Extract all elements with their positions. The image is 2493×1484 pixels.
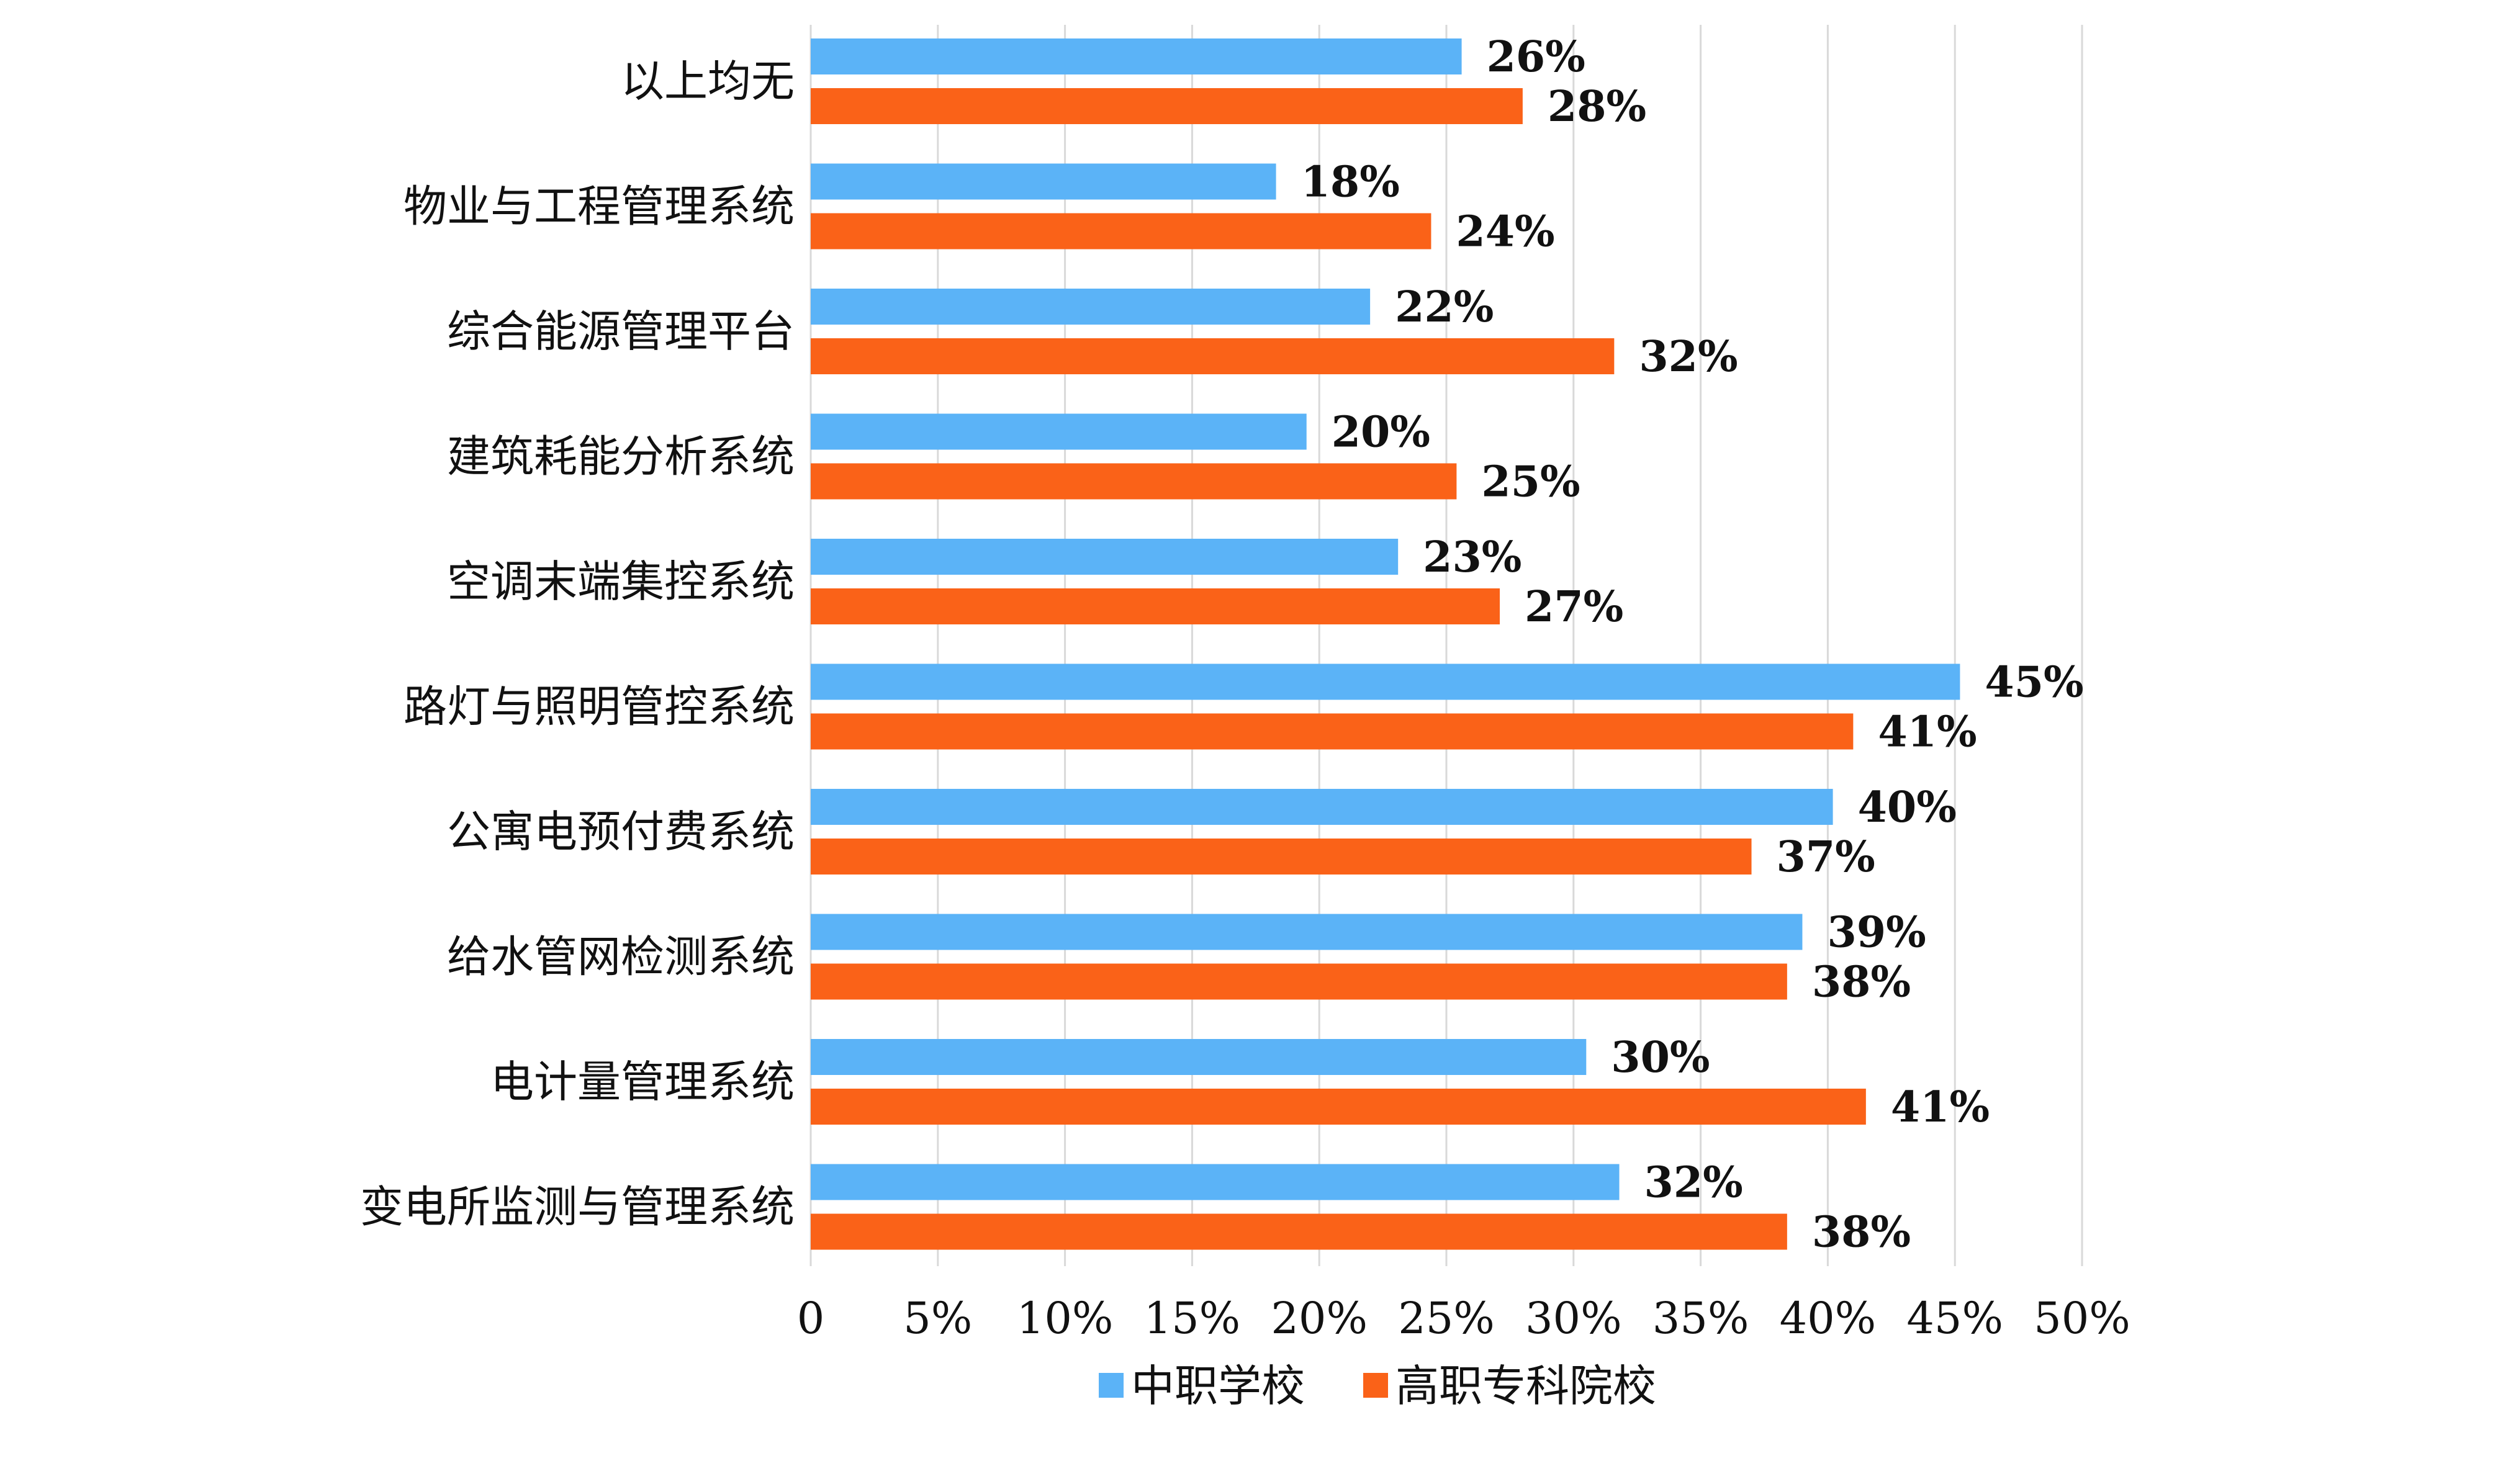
bar-series-1 [811, 38, 1462, 74]
x-tick-label: 50% [2034, 1293, 2130, 1344]
category-label: 给水管网检测系统 [447, 932, 795, 983]
bar-series-1 [811, 413, 1307, 450]
x-tick-label: 25% [1398, 1293, 1495, 1344]
data-label: 37% [1777, 832, 1875, 882]
bar-series-2 [811, 1089, 1866, 1125]
bar-series-1 [811, 1039, 1587, 1075]
x-tick-label: 30% [1525, 1293, 1622, 1344]
data-label: 40% [1858, 783, 1957, 832]
bar-series-2 [811, 963, 1787, 1000]
category-label: 路灯与照明管控系统 [403, 681, 795, 732]
data-label: 18% [1301, 158, 1400, 207]
category-label: 公寓电预付费系统 [447, 806, 795, 857]
x-tick-label: 20% [1271, 1293, 1368, 1344]
data-label: 38% [1812, 1208, 1911, 1257]
bar-series-1 [811, 789, 1833, 825]
category-label: 物业与工程管理系统 [403, 181, 795, 232]
data-label: 27% [1525, 582, 1623, 632]
category-label: 综合能源管理平台 [447, 306, 795, 357]
data-labels: 26%28%18%24%22%32%20%25%23%27%45%41%40%3… [1301, 32, 2084, 1257]
x-tick-label: 40% [1780, 1293, 1877, 1344]
bars [811, 38, 1960, 1250]
data-label: 22% [1395, 282, 1494, 332]
data-label: 41% [1891, 1082, 1990, 1132]
category-label: 以上均无 [621, 56, 795, 107]
data-label: 45% [1985, 658, 2083, 708]
data-label: 23% [1423, 533, 1521, 582]
data-label: 38% [1812, 958, 1911, 1007]
category-label: 电计量管理系统 [490, 1056, 795, 1107]
x-tick-label: 15% [1144, 1293, 1241, 1344]
legend-swatch [1099, 1373, 1124, 1398]
bar-series-1 [811, 914, 1803, 950]
data-label: 20% [1332, 408, 1430, 457]
x-axis-ticks: 0 5% 10% 15% 20% 25% 30% 35% 40% 45% 50% [797, 1293, 2130, 1344]
data-label: 30% [1611, 1033, 1710, 1082]
bar-series-2 [811, 463, 1457, 500]
data-label: 41% [1878, 708, 1977, 757]
bar-series-1 [811, 663, 1960, 700]
x-tick-label: 10% [1017, 1293, 1114, 1344]
bar-series-1 [811, 289, 1371, 325]
category-labels: 以上均无物业与工程管理系统综合能源管理平台建筑耗能分析系统空调末端集控系统路灯与… [360, 56, 795, 1233]
x-tick-label: 45% [1906, 1293, 2003, 1344]
legend-swatch [1363, 1373, 1388, 1398]
data-label: 26% [1487, 32, 1585, 82]
bar-series-1 [811, 539, 1399, 575]
data-label: 28% [1548, 82, 1646, 132]
data-label: 24% [1456, 207, 1554, 257]
bar-series-2 [811, 88, 1523, 124]
bar-series-1 [811, 1164, 1620, 1200]
legend-label: 中职学校 [1131, 1360, 1305, 1411]
category-label: 空调末端集控系统 [447, 556, 795, 607]
legend-label: 高职专科院校 [1395, 1360, 1656, 1411]
x-tick-label: 5% [903, 1293, 972, 1344]
bar-series-2 [811, 839, 1752, 875]
data-label: 32% [1644, 1158, 1743, 1208]
data-label: 25% [1481, 457, 1580, 507]
x-tick-label: 0 [797, 1293, 825, 1344]
gridlines [809, 25, 2083, 1266]
bar-series-2 [811, 1213, 1787, 1250]
bar-series-2 [811, 213, 1431, 250]
data-label: 32% [1639, 332, 1738, 382]
bar-series-1 [811, 163, 1276, 200]
bar-series-2 [811, 338, 1615, 374]
category-label: 变电所监测与管理系统 [360, 1182, 795, 1233]
bar-series-2 [811, 713, 1854, 750]
legend: 中职学校 高职专科院校 [1099, 1360, 1656, 1411]
x-tick-label: 35% [1652, 1293, 1749, 1344]
category-label: 建筑耗能分析系统 [447, 431, 795, 482]
bar-series-2 [811, 588, 1500, 624]
data-label: 39% [1827, 908, 1926, 958]
